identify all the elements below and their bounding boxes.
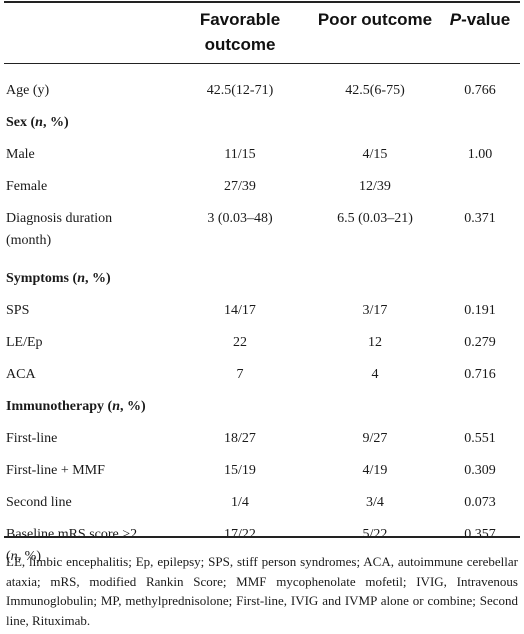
row-label-text: Sex (6, 115, 27, 130)
section-label: Immunotherapy (n, %) (6, 389, 146, 425)
row-label-text: Second line (6, 495, 72, 510)
cell-v3: 0.191 (464, 303, 496, 318)
table-row: First-line 18/27 9/27 0.551 (0, 421, 524, 457)
cell-v1: 1/4 (231, 495, 249, 510)
cell-v3: 0.309 (464, 463, 496, 478)
cell-v2: 12 (368, 335, 382, 350)
row-label-text: Immunotherapy (6, 399, 105, 414)
section-label-suffix-pre: ( (69, 271, 78, 286)
section-label-suffix-pre: ( (27, 115, 36, 130)
column-header-favorable: Favorable outcome (175, 7, 305, 57)
header-pvalue-italic: P (449, 10, 462, 29)
row-label-text: ACA (6, 367, 36, 382)
cell-v2: 4/15 (362, 147, 388, 162)
column-header-pvalue: P-value (440, 7, 520, 32)
cell-v2: 3/17 (362, 303, 388, 318)
section-label: Sex (n, %) (6, 105, 69, 141)
table-footnote: LE, limbic encephalitis; Ep, epilepsy; S… (6, 554, 518, 628)
section-label-suffix-post: , %) (84, 271, 111, 286)
section-header-row: Immunotherapy (n, %) (0, 389, 524, 425)
section-label: Symptoms (n, %) (6, 261, 111, 297)
row-label: Female (6, 169, 47, 205)
cell-v2: 12/39 (359, 179, 391, 194)
cell-v3: 0.073 (464, 495, 496, 510)
cell-v3: 0.551 (464, 431, 496, 446)
cell-v1: 14/17 (224, 303, 256, 318)
header-favorable-line1: Favorable (199, 10, 281, 29)
section-label-italic: n (35, 115, 43, 130)
cell-v2: 5/22 (362, 527, 388, 542)
row-label: Baseline mRS score >2 (6, 517, 137, 553)
cell-v2: 3/4 (366, 495, 384, 510)
top-rule (4, 1, 520, 3)
row-label-text: Baseline mRS score >2 (6, 527, 138, 542)
row-label-text: LE/Ep (6, 335, 43, 350)
section-label-suffix-pre: ( (104, 399, 113, 414)
cell-v3: 0.371 (464, 211, 496, 226)
table-row: Female 27/39 12/39 (0, 169, 524, 205)
header-favorable-line2: outcome (204, 35, 276, 54)
row-label-text: SPS (6, 303, 30, 318)
row-label: First-line (6, 421, 57, 457)
cell-v1: 3 (0.03–48) (207, 211, 273, 226)
table-row: SPS 14/17 3/17 0.191 (0, 293, 524, 329)
cell-v1: 15/19 (224, 463, 256, 478)
header-pvalue-rest: -value (461, 10, 511, 29)
cell-v3: 0.766 (464, 83, 496, 98)
row-label: ACA (6, 357, 36, 393)
table-row: Baseline mRS score >2 17/22 5/22 0.357 (0, 517, 524, 553)
cell-v1: 17/22 (224, 527, 256, 542)
cell-v1: 42.5(12-71) (206, 83, 274, 98)
table-row: LE/Ep 22 12 0.279 (0, 325, 524, 361)
cell-v3: 0.357 (464, 527, 496, 542)
row-label: First-line + MMF (6, 453, 105, 489)
table-row: ACA 7 4 0.716 (0, 357, 524, 393)
header-rule (4, 63, 520, 64)
row-label: Age (y) (6, 73, 49, 109)
cell-v3: 1.00 (467, 147, 493, 162)
row-label: SPS (6, 293, 29, 329)
column-header-poor: Poor outcome (317, 10, 433, 29)
row-label: Diagnosis duration (6, 201, 112, 237)
table-row: Age (y) 42.5(12-71) 42.5(6-75) 0.766 (0, 73, 524, 109)
table-row: First-line + MMF 15/19 4/19 0.309 (0, 453, 524, 489)
cell-v2: 42.5(6-75) (345, 83, 405, 98)
cell-v2: 4 (371, 367, 379, 382)
row-label-text: Symptoms (6, 271, 70, 286)
row-label-continuation: (n, %) (6, 547, 41, 567)
row-label: Second line (6, 485, 72, 521)
row-label-text: Female (6, 179, 48, 194)
cell-v2: 4/19 (362, 463, 388, 478)
cell-v3: 0.716 (464, 367, 496, 382)
row-label-text: Diagnosis duration (6, 211, 113, 226)
table-row: Male 11/15 4/15 1.00 (0, 137, 524, 173)
table-row: Diagnosis duration 3 (0.03–48) 6.5 (0.03–2… (0, 201, 524, 237)
row-label-continuation: (month) (6, 233, 52, 248)
row-label: Male (6, 137, 35, 173)
cell-v2: 9/27 (362, 431, 388, 446)
row-label-text: Male (6, 147, 35, 162)
section-label-suffix-post: , %) (119, 399, 146, 414)
row-label-text: First-line (6, 431, 58, 446)
cell-v2: 6.5 (0.03–21) (337, 211, 413, 226)
cell-v1: 7 (236, 367, 244, 382)
table-row: Second line 1/4 3/4 0.073 (0, 485, 524, 521)
continuation-italic: n (10, 549, 18, 564)
cell-v3: 0.279 (464, 335, 496, 350)
section-label-italic: n (77, 271, 85, 286)
continuation-post: , %) (17, 549, 41, 564)
cell-v1: 11/15 (224, 147, 256, 162)
continuation-pre: ( (6, 549, 11, 564)
cell-v1: 22 (233, 335, 247, 350)
row-label: LE/Ep (6, 325, 43, 361)
section-label-suffix-post: , %) (42, 115, 69, 130)
cell-v1: 27/39 (224, 179, 256, 194)
row-label-text: First-line + MMF (6, 463, 105, 478)
bottom-rule (4, 536, 520, 538)
cell-v1: 18/27 (224, 431, 256, 446)
row-label-text: Age (y) (6, 83, 50, 98)
section-header-row: Sex (n, %) (0, 105, 524, 141)
section-label-italic: n (112, 399, 120, 414)
section-header-row: Symptoms (n, %) (0, 261, 524, 297)
